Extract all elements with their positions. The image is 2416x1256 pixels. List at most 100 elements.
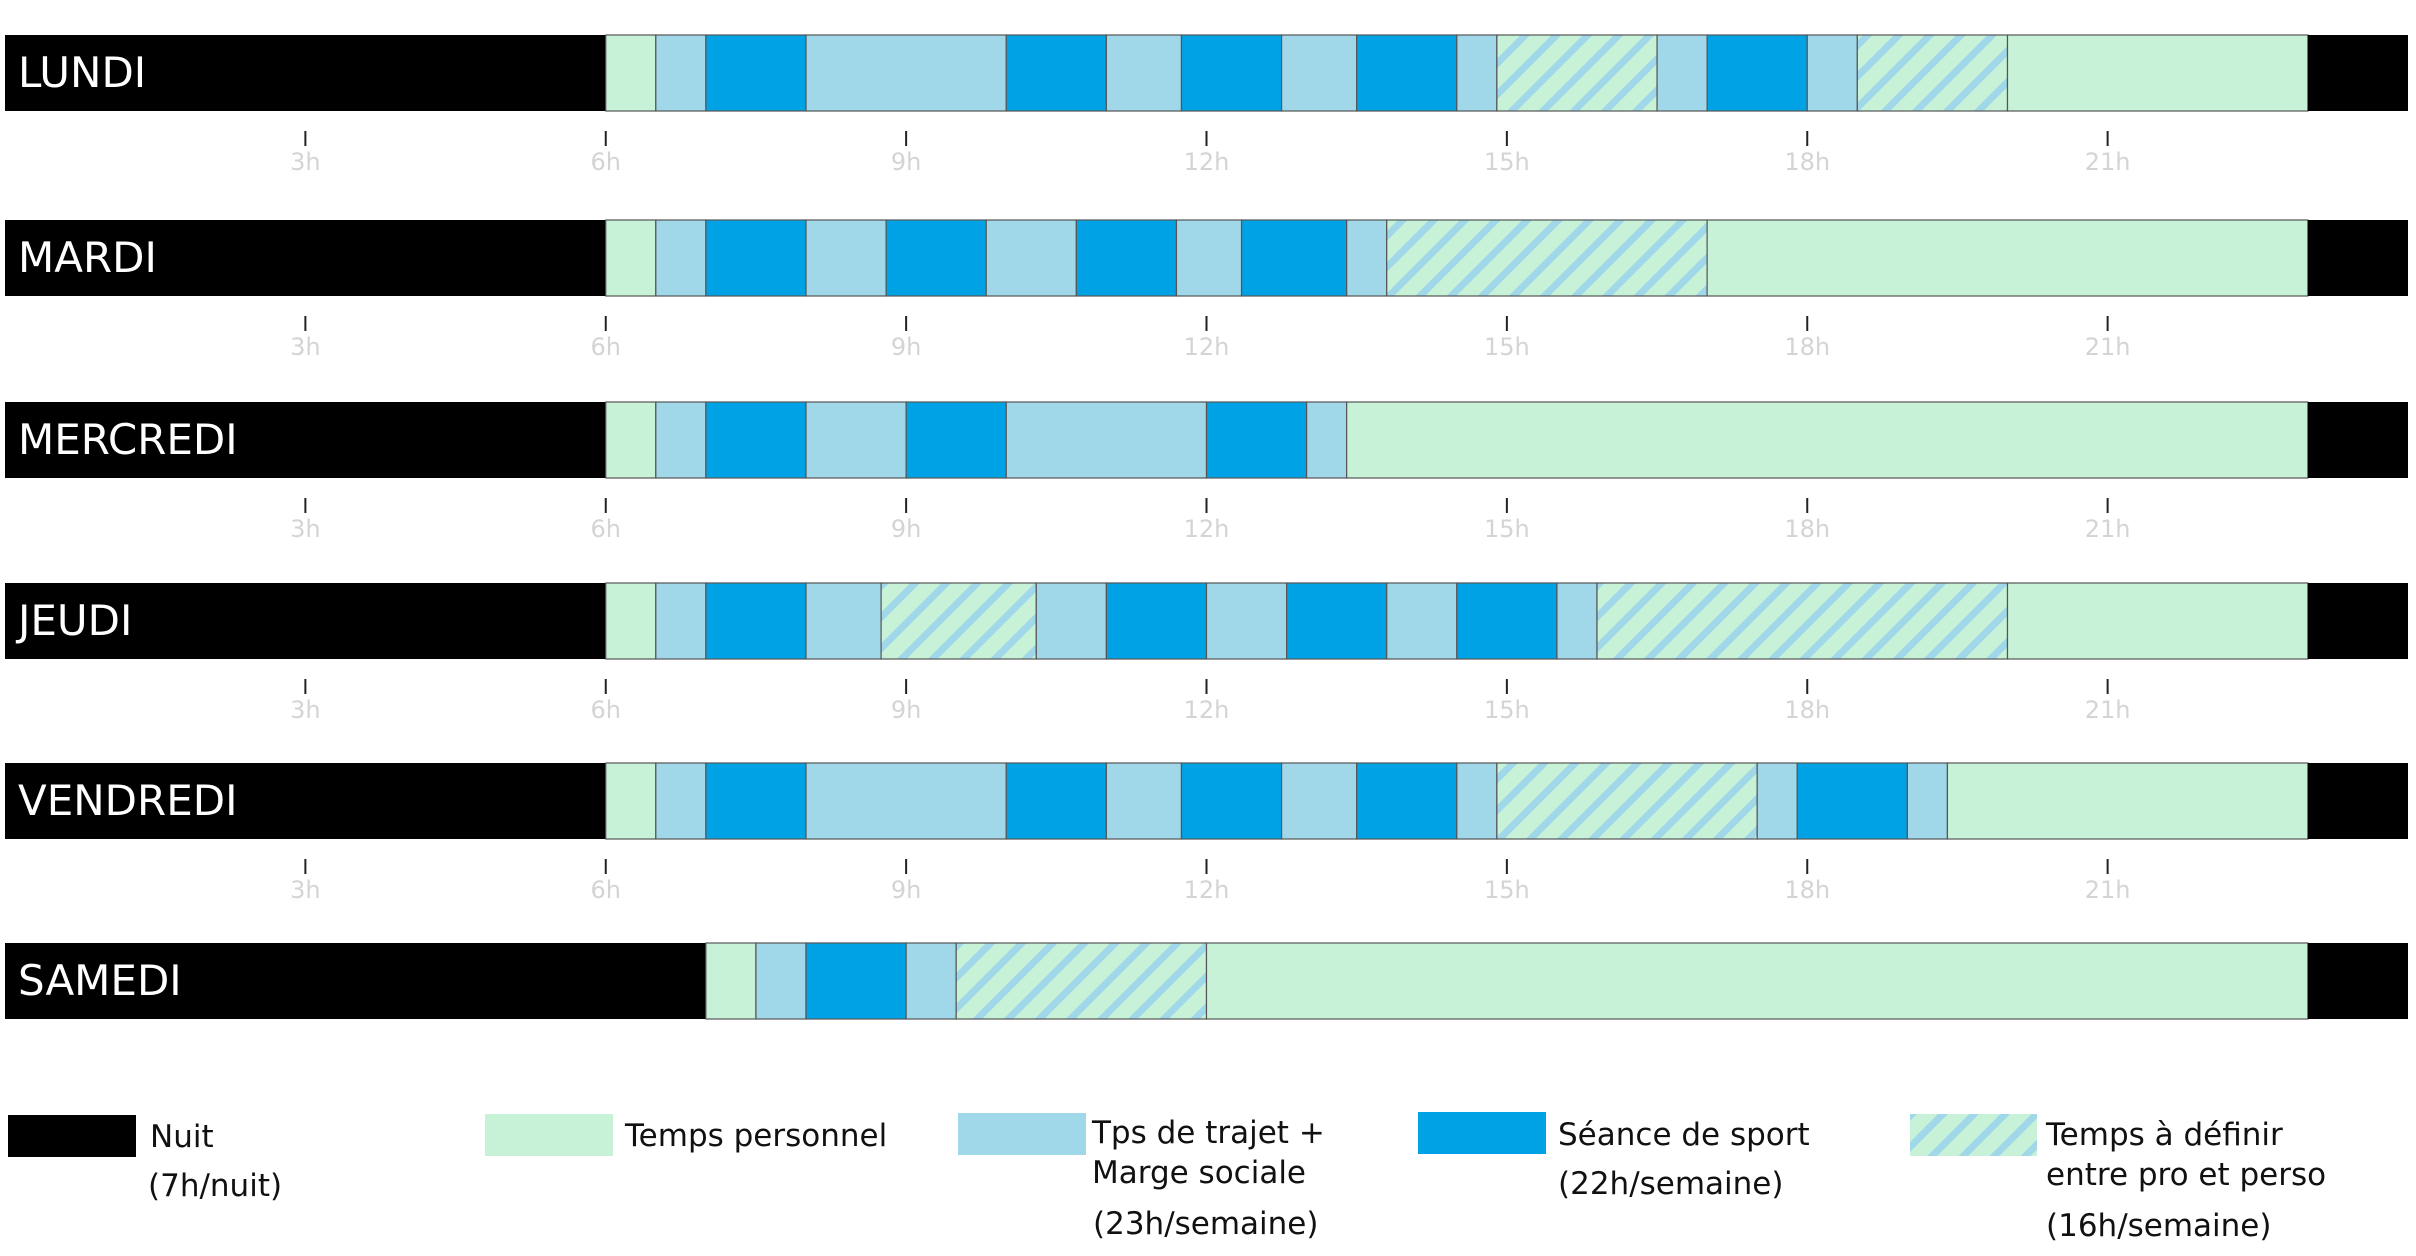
bar-segment-mercredi-trajet-2 [655,401,707,479]
bar-segment-mardi-perso-1 [605,219,657,297]
bar-segment-jeudi-definir-5 [880,582,1037,660]
bar-segment-lundi-perso-1 [605,34,657,112]
tick-label-mardi-2: 9h [891,333,921,361]
legend-note-sport: (22h/semaine) [1558,1166,1784,1202]
bar-segment-vendredi-definir-11 [1496,762,1758,840]
bar-segment-vendredi-nuit-0 [5,763,606,839]
tick-label-vendredi-0: 3h [290,876,320,904]
bar-segment-mercredi-perso-9 [1346,401,2309,479]
legend-note-trajet: (23h/semaine) [1093,1206,1319,1242]
bar-segment-lundi-trajet-12 [1656,34,1708,112]
tick-label-jeudi-2: 9h [891,696,921,724]
legend-swatch-definir [1910,1114,2037,1156]
bar-segment-mardi-perso-12 [1706,219,2309,297]
tick-label-mardi-3: 12h [1184,333,1230,361]
legend-swatch-sport [1418,1112,1546,1154]
bar-segment-lundi-trajet-6 [1105,34,1183,112]
bar-segment-lundi-sport-9 [1356,34,1458,112]
bar-segment-mercredi-nuit-10 [2307,402,2408,478]
tick-label-mercredi-4: 15h [1484,515,1530,543]
bar-segment-vendredi-sport-3 [705,762,807,840]
tick-label-vendredi-1: 6h [591,876,621,904]
tick-label-mardi-6: 21h [2085,333,2131,361]
bar-segment-vendredi-perso-15 [1946,762,2309,840]
bar-segment-samedi-perso-1 [705,942,757,1020]
bar-segment-jeudi-trajet-10 [1386,582,1458,660]
bar-segment-mardi-sport-9 [1240,219,1348,297]
bar-segment-samedi-nuit-0 [5,943,706,1019]
bar-segment-jeudi-trajet-2 [655,582,707,660]
bar-segment-vendredi-trajet-2 [655,762,707,840]
bar-segment-vendredi-sport-9 [1356,762,1458,840]
bar-segment-lundi-sport-13 [1706,34,1808,112]
bar-segment-jeudi-definir-13 [1596,582,2009,660]
bar-segment-vendredi-nuit-16 [2307,763,2408,839]
bar-segment-jeudi-trajet-4 [805,582,882,660]
bar-segment-vendredi-sport-7 [1180,762,1283,840]
bar-segment-samedi-sport-3 [805,942,907,1020]
bar-segment-vendredi-trajet-10 [1456,762,1498,840]
bar-segment-mardi-nuit-0 [5,220,606,296]
legend-label2-trajet: Marge sociale [1092,1155,1307,1191]
bar-segment-vendredi-trajet-12 [1756,762,1798,840]
tick-label-vendredi-2: 9h [891,876,921,904]
tick-label-mardi-0: 3h [290,333,320,361]
tick-label-mercredi-0: 3h [290,515,320,543]
tick-label-mercredi-1: 6h [591,515,621,543]
bar-segment-vendredi-sport-13 [1796,762,1908,840]
legend-label-sport: Séance de sport [1558,1117,1810,1153]
bar-segment-samedi-perso-6 [1205,942,2309,1020]
bar-segment-lundi-nuit-0 [5,35,606,111]
tick-label-jeudi-4: 15h [1484,696,1530,724]
bar-segment-mardi-sport-3 [705,219,807,297]
bar-segment-samedi-nuit-7 [2307,943,2408,1019]
day-label-mardi: MARDI [18,233,157,282]
tick-label-mardi-4: 15h [1484,333,1530,361]
bar-segment-jeudi-sport-11 [1456,582,1558,660]
bar-segment-samedi-definir-5 [955,942,1208,1020]
tick-label-vendredi-3: 12h [1184,876,1230,904]
bar-segment-jeudi-trajet-12 [1556,582,1598,660]
bar-segment-vendredi-trajet-6 [1105,762,1183,840]
bar-segment-lundi-sport-3 [705,34,807,112]
legend-label-nuit: Nuit [150,1119,214,1155]
tick-label-vendredi-5: 18h [1784,876,1830,904]
tick-label-mercredi-5: 18h [1784,515,1830,543]
day-label-samedi: SAMEDI [18,956,182,1005]
bar-segment-mercredi-perso-1 [605,401,657,479]
bar-segment-vendredi-trajet-14 [1906,762,1949,840]
bar-segment-mercredi-trajet-6 [1005,401,1208,479]
bar-segment-vendredi-perso-1 [605,762,657,840]
legend-swatch-trajet [958,1113,1086,1155]
tick-label-lundi-2: 9h [891,148,921,176]
bar-segment-mardi-trajet-4 [805,219,887,297]
tick-label-mercredi-2: 9h [891,515,921,543]
day-label-jeudi: JEUDI [18,596,133,645]
bar-segment-jeudi-nuit-15 [2307,583,2408,659]
bar-segment-jeudi-sport-9 [1285,582,1388,660]
legend-note-definir: (16h/semaine) [2046,1208,2272,1244]
bar-segment-lundi-nuit-17 [2307,35,2408,111]
tick-label-lundi-1: 6h [591,148,621,176]
tick-label-jeudi-5: 18h [1784,696,1830,724]
legend-label-trajet: Tps de trajet + [1092,1115,1325,1151]
bar-segment-mardi-trajet-8 [1175,219,1243,297]
bar-segment-mardi-trajet-10 [1346,219,1388,297]
tick-label-mercredi-3: 12h [1184,515,1230,543]
legend-swatch-nuit [8,1115,136,1157]
bar-segment-samedi-trajet-4 [905,942,957,1020]
tick-label-lundi-0: 3h [290,148,320,176]
bar-segment-mardi-trajet-2 [655,219,707,297]
legend-swatch-perso [485,1114,613,1156]
bar-segment-jeudi-trajet-8 [1205,582,1288,660]
bar-segment-mercredi-sport-3 [705,401,807,479]
bar-segment-vendredi-trajet-4 [805,762,1007,840]
bar-segment-mercredi-nuit-0 [5,402,606,478]
bar-segment-vendredi-trajet-8 [1280,762,1358,840]
bar-segment-samedi-trajet-2 [755,942,807,1020]
bar-segment-jeudi-trajet-6 [1035,582,1107,660]
legend-label-perso: Temps personnel [625,1118,888,1154]
bar-segment-jeudi-perso-14 [2006,582,2309,660]
bar-segment-mardi-trajet-6 [985,219,1077,297]
tick-label-lundi-6: 21h [2085,148,2131,176]
